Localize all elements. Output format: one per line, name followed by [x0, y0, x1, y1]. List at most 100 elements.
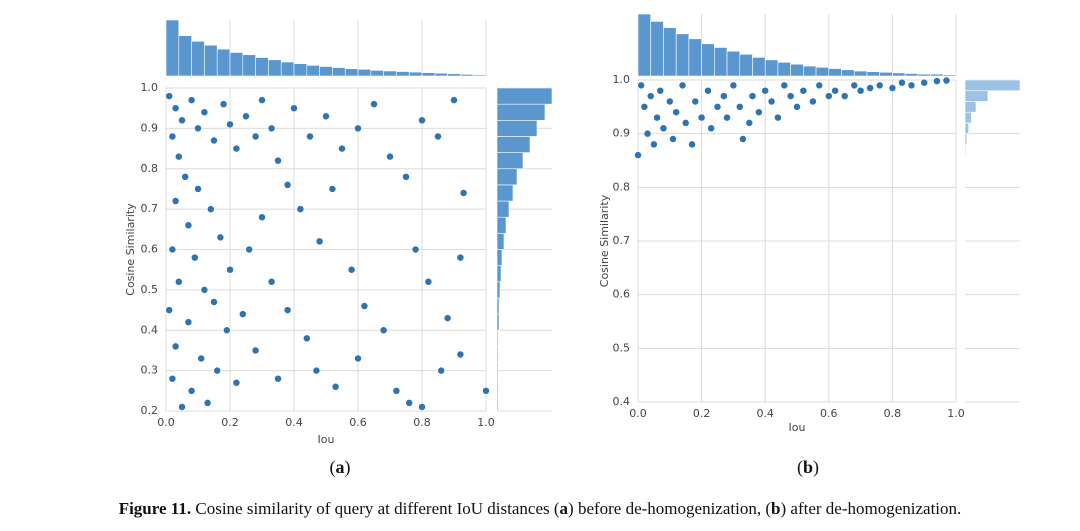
y-tick-label: 0.7: [613, 234, 631, 247]
x-axis-label: Iou: [789, 421, 806, 434]
scatter-point: [216, 233, 225, 242]
scatter-point: [219, 100, 228, 109]
subcaption-part: ): [813, 457, 819, 478]
y-tick-label: 0.4: [613, 395, 631, 408]
y-tick-label: 0.9: [141, 121, 159, 134]
histogram-bar: [790, 63, 804, 77]
scatter-point: [347, 265, 356, 274]
histogram-bar: [964, 79, 1021, 92]
scatter-point: [171, 342, 180, 351]
scatter-point: [322, 112, 330, 121]
histogram-bar: [496, 265, 502, 283]
scatter-point: [222, 326, 231, 335]
histogram-bar: [191, 40, 205, 77]
histogram-bar: [930, 73, 944, 77]
scatter-point: [456, 253, 465, 262]
scatter-point: [386, 152, 394, 161]
histogram-bar: [496, 168, 518, 186]
scatter-point: [767, 97, 776, 106]
scatter-point: [840, 92, 849, 101]
histogram-bar: [306, 65, 320, 77]
scatter-point: [672, 108, 681, 117]
scatter-point: [274, 374, 282, 383]
scatter-point: [312, 366, 321, 375]
scatter-point: [210, 136, 218, 145]
scatter-point: [745, 118, 754, 127]
scatter-point: [659, 124, 668, 133]
scatter-point: [242, 112, 250, 121]
x-tick-label: 0.4: [756, 407, 774, 420]
scatter-point: [232, 144, 241, 153]
histogram-bar: [964, 122, 969, 134]
scatter-point: [331, 382, 340, 391]
x-tick-label: 0.6: [349, 416, 367, 429]
scatter-point: [190, 253, 199, 262]
scatter-point: [738, 135, 747, 143]
scatter-point: [267, 124, 276, 133]
scatter-point: [450, 96, 458, 105]
histogram-bar: [964, 90, 989, 102]
x-tick-label: 0.0: [629, 407, 647, 420]
histogram-bar: [268, 59, 282, 77]
histogram-bar: [752, 57, 766, 77]
scatter-point: [786, 92, 795, 101]
y-tick-label: 0.9: [613, 127, 631, 140]
scatter-point: [831, 86, 840, 95]
histogram-bar: [650, 21, 664, 77]
y-tick-label: 0.4: [141, 323, 159, 336]
histogram-bar: [370, 70, 384, 77]
x-tick-label: 0.6: [820, 407, 838, 420]
y-tick-label: 0.5: [613, 341, 631, 354]
scatter-point: [178, 116, 186, 125]
y-tick-label: 0.6: [613, 288, 631, 301]
scatter-point: [761, 86, 770, 95]
x-tick-label: 0.8: [413, 416, 431, 429]
histogram-bar: [204, 44, 218, 77]
scatter-point: [459, 189, 468, 197]
scatter-point: [194, 124, 202, 133]
scatter-point: [168, 132, 177, 141]
scatter-point: [168, 245, 177, 254]
scatter-point: [688, 140, 697, 149]
y-tick-label: 0.3: [141, 364, 159, 377]
histogram-bar: [496, 152, 524, 170]
scatter-point: [704, 86, 712, 95]
histogram-bar: [178, 35, 192, 77]
histogram-bar: [293, 63, 308, 77]
scatter-point: [178, 403, 186, 411]
scatter-point: [184, 318, 193, 327]
scatter-point: [197, 354, 206, 363]
x-tick-label: 0.4: [285, 416, 303, 429]
scatter-point: [354, 124, 362, 133]
scatter-point: [482, 386, 490, 395]
histogram-bar: [964, 101, 977, 113]
histogram-bar: [496, 394, 499, 412]
scatter-point: [697, 113, 706, 122]
scatter-point: [669, 135, 677, 143]
histogram-bar: [496, 184, 514, 202]
scatter-point: [306, 132, 314, 141]
y-tick-label: 1.0: [141, 81, 159, 94]
histogram-bar: [496, 281, 501, 299]
caption-part: Cosine similarity of query at different …: [191, 499, 560, 518]
scatter-point: [174, 152, 183, 161]
histogram-bar: [964, 111, 972, 124]
scatter-point: [799, 86, 808, 95]
caption-part: ) after de-homogenization.: [780, 499, 961, 518]
subcaption-part: a: [336, 457, 345, 477]
histogram-bar: [396, 71, 410, 77]
caption-part: Figure 11.: [119, 499, 191, 518]
scatter-point: [206, 205, 215, 214]
scatter-point: [656, 86, 665, 95]
histogram-bar: [726, 50, 741, 77]
histogram-bar: [496, 297, 500, 315]
histogram-bar: [496, 329, 499, 347]
scatter-point: [354, 354, 362, 363]
scatter-point: [181, 172, 190, 181]
histogram-bar: [496, 103, 546, 121]
scatter-point: [678, 81, 687, 90]
histogram-bar: [879, 71, 893, 77]
histogram-bar: [496, 362, 499, 379]
histogram-bar: [447, 73, 461, 77]
